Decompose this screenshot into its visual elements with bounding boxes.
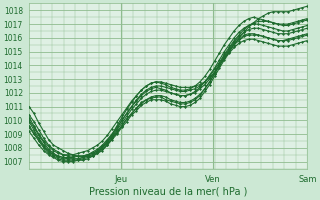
X-axis label: Pression niveau de la mer( hPa ): Pression niveau de la mer( hPa ) xyxy=(89,187,247,197)
